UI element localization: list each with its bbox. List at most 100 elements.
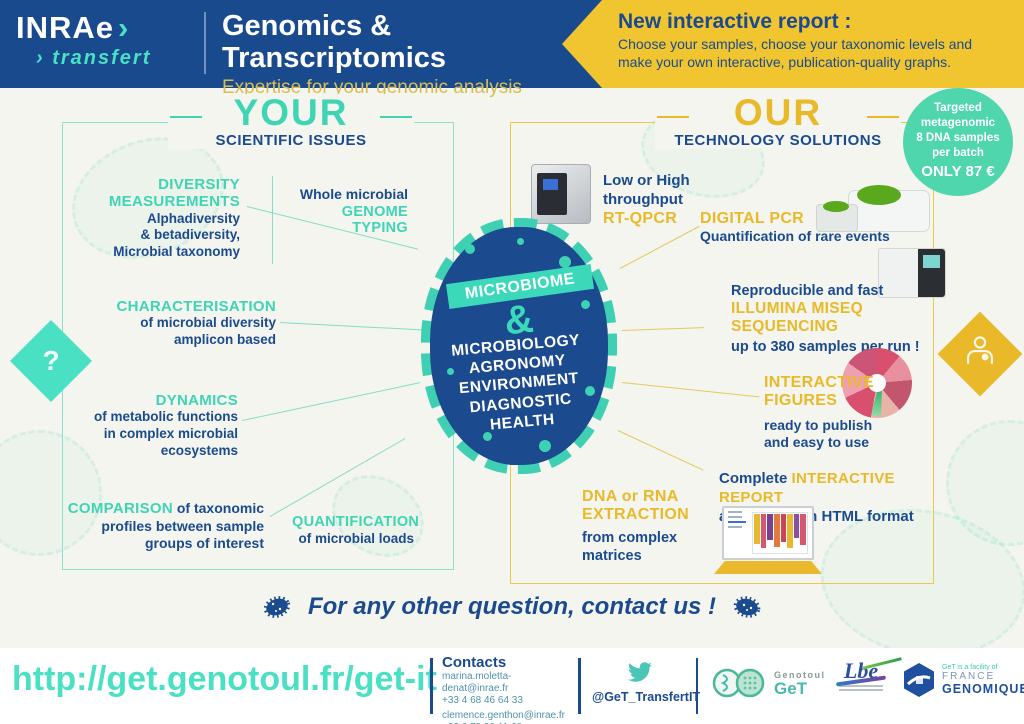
item-head: COMPARISON: [67, 500, 173, 517]
phylogenetic-sunburst-image: [842, 348, 912, 418]
item-comparison: COMPARISON of taxonomic profiles between…: [66, 500, 264, 553]
logo-arrow-icon: ›: [118, 10, 130, 45]
item-diversity: DIVERSITY MEASUREMENTS Alphadiversity & …: [88, 176, 240, 261]
item-genome-typing: Whole microbial GENOME TYPING: [290, 186, 408, 237]
contact-email: marina.moletta-denat@inrae.fr: [442, 671, 512, 694]
your-panel-title: YOUR SCIENTIFIC ISSUES: [168, 94, 414, 149]
expert-diamond: [937, 311, 1023, 397]
item-pre: Whole microbial: [299, 186, 408, 202]
header-divider: [204, 12, 206, 74]
footer-divider: [696, 658, 698, 714]
banner-body: Choose your samples, choose your taxonom…: [618, 36, 973, 70]
contact-phone: +33 6 78 90 11 68: [442, 722, 572, 724]
contact-strip: For any other question, contact us !: [0, 592, 1024, 622]
item-head: DIVERSITY MEASUREMENTS: [108, 176, 240, 211]
item-head: ILLUMINA MISEQ SEQUENCING: [731, 300, 863, 335]
microbe-dot: [447, 368, 454, 375]
qpcr-instrument-image: [531, 164, 591, 224]
item-rt-qpcr: Low or High throughput RT-QPCR: [603, 172, 723, 228]
item-body: ready to publish and easy to use: [764, 416, 873, 451]
badge-text: Targeted metagenomic 8 DNA samples per b…: [916, 102, 1000, 159]
microbe-dot: [581, 300, 590, 309]
bacteria-icon: [263, 596, 291, 618]
fg-france-label: FRANCE: [942, 671, 996, 682]
item-head: RT-QPCR: [603, 209, 678, 227]
item-characterisation: CHARACTERISATION of microbial diversity …: [112, 298, 276, 349]
your-subtitle: SCIENTIFIC ISSUES: [215, 132, 367, 149]
item-miseq: Reproducible and fast ILLUMINA MISEQ SEQ…: [731, 282, 956, 356]
microbe-dot: [539, 440, 551, 452]
contact-email: clemence.genthon@inrae.fr: [442, 710, 565, 721]
fg-caption: GeT is a facility of: [942, 664, 998, 671]
item-quantification: QUANTIFICATION of microbial loads: [292, 514, 419, 548]
item-body: of microbial diversity amplicon based: [140, 315, 276, 348]
microbiome-microbe-graphic: MICROBIOME & MICROBIOLOGY AGRONOMY ENVIR…: [421, 218, 617, 474]
twitter-handle: @GeT_TransfertIT: [592, 690, 701, 704]
item-pre: Reproducible and fast: [731, 283, 884, 299]
item-body: from complex matrices: [582, 529, 678, 564]
twitter-bird-icon: [628, 662, 652, 682]
title-line-left: [170, 116, 202, 118]
miseq-sequencer-image: [878, 248, 946, 298]
logo-brand: INRAe: [16, 10, 115, 45]
genotoul-label: Genotoul: [774, 669, 826, 680]
item-head: INTERACTIVE FIGURES: [764, 374, 874, 410]
item-dynamics: DYNAMICS of metabolic functions in compl…: [74, 392, 238, 460]
item-head: DNA or RNA EXTRACTION: [582, 488, 689, 524]
microbe-dot: [483, 432, 492, 441]
question-diamond: ?: [9, 319, 93, 403]
item-head: DYNAMICS: [155, 392, 238, 409]
contact-phone: +33 4 68 46 64 33: [442, 695, 523, 706]
footer-divider: [578, 658, 581, 714]
get-label: GeT: [774, 678, 808, 698]
person-certificate-icon: [963, 334, 997, 375]
footer-divider: [430, 658, 433, 714]
item-body: Quantification of rare events: [700, 228, 890, 245]
item-body: of microbial loads: [298, 530, 414, 546]
item-interactive-figures: INTERACTIVE FIGURES ready to publish and…: [764, 374, 874, 452]
microbe-domains-text: MICROBIOLOGY AGRONOMY ENVIRONMENT DIAGNO…: [450, 331, 581, 434]
item-body: Alphadiversity & betadiversity, Microbia…: [113, 210, 240, 260]
microbe-dot: [559, 256, 571, 268]
our-panel-title: OUR TECHNOLOGY SOLUTIONS: [655, 94, 901, 149]
title-line-left: [657, 116, 689, 118]
microbe-spikes: [421, 218, 617, 474]
title-line-right: [867, 116, 899, 118]
contact-strip-text: For any other question, contact us !: [307, 593, 717, 620]
bacteria-icon: [733, 596, 761, 618]
lbe-caption-line: [839, 689, 883, 691]
microbe-dot: [517, 238, 524, 245]
item-body: of taxonomic profiles between sample gro…: [101, 500, 264, 551]
background-microbe-decoration: [0, 430, 102, 556]
your-title: YOUR: [233, 92, 349, 133]
header-titles: Genomics & Transcriptomics Expertise for…: [222, 10, 562, 121]
connector-line: [272, 176, 273, 264]
microbe-dot: [465, 244, 475, 254]
laptop-report-image: [714, 506, 822, 574]
footer-bar: http://get.genotoul.fr/get-it Contacts m…: [0, 648, 1024, 724]
item-extraction: DNA or RNA EXTRACTION from complex matri…: [582, 488, 704, 565]
page-title: Genomics & Transcriptomics: [222, 10, 447, 74]
twitter-block: @GeT_TransfertIT: [592, 660, 701, 704]
item-pre: Complete: [719, 470, 792, 487]
item-pre: Low or High throughput: [603, 172, 690, 208]
item-post: up to 380 samples per run !: [731, 338, 920, 355]
our-subtitle: TECHNOLOGY SOLUTIONS: [674, 132, 882, 149]
item-head: INTERACTIVE REPORT: [719, 470, 895, 506]
genotoul-circles-icon: [712, 668, 765, 698]
genotoul-get-logo: Genotoul GeT: [712, 664, 826, 702]
france-genomique-logo: GeT is a facility of FRANCE GENOMIQUE: [902, 662, 1024, 698]
digital-pcr-instrument-image: [816, 185, 930, 232]
new-report-banner: New interactive report : Choose your sam…: [562, 0, 1024, 88]
item-head: CHARACTERISATION: [116, 298, 276, 315]
item-body: of metabolic functions in complex microb…: [93, 409, 238, 458]
item-head: GENOME TYPING: [341, 203, 408, 237]
banner-title: New interactive report :: [618, 10, 852, 33]
price-badge: Targeted metagenomic 8 DNA samples per b…: [903, 88, 1013, 196]
inrae-transfert-logo: INRAe › › transfert: [16, 12, 151, 70]
item-digital-pcr: DIGITAL PCR Quantification of rare event…: [700, 210, 910, 246]
question-mark-icon: ?: [42, 345, 60, 376]
logo-transfert: › transfert: [36, 47, 152, 69]
item-head: DIGITAL PCR: [700, 210, 805, 227]
